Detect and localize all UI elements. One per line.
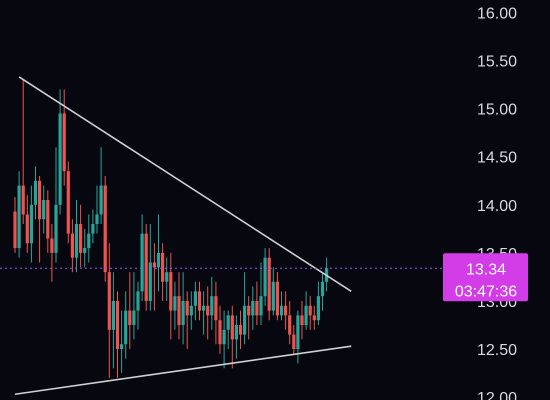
candle-countdown-label: 03:47:36	[455, 283, 517, 300]
candle-down	[152, 262, 156, 268]
candle-up	[99, 185, 103, 215]
candle-down	[177, 296, 181, 325]
price-tick-label: 14.00	[477, 198, 517, 215]
candle-up	[17, 185, 21, 249]
candle-up	[226, 315, 230, 330]
candle-up	[132, 310, 136, 325]
current-price-label: 13.34	[466, 261, 506, 278]
candle-up	[259, 296, 263, 316]
current-price-tag-background	[443, 253, 528, 302]
candle-up	[83, 248, 87, 253]
candle-up	[243, 305, 247, 335]
candle-down	[70, 233, 74, 258]
candle-up	[58, 113, 62, 205]
candle-down	[128, 310, 132, 325]
candle-down	[46, 200, 50, 239]
support-trendline[interactable]	[14, 345, 352, 396]
candle-up	[296, 315, 300, 350]
candles-layer	[13, 79, 329, 378]
price-axis: 16.0015.5015.0014.5014.0013.5013.0012.50…	[477, 6, 517, 400]
price-tick-label: 15.00	[477, 102, 517, 119]
trendline-layer	[14, 76, 352, 396]
candle-up	[234, 325, 238, 340]
candle-up	[210, 296, 214, 316]
candle-down	[308, 305, 312, 316]
candle-down	[300, 315, 304, 325]
candle-down	[288, 315, 292, 335]
candle-up	[136, 291, 140, 311]
candle-up	[33, 180, 38, 205]
candle-up	[193, 291, 197, 306]
candle-down	[25, 214, 29, 244]
candle-up	[29, 204, 33, 244]
candle-up	[202, 305, 206, 311]
candle-down	[275, 281, 279, 316]
candle-up	[87, 233, 91, 249]
candle-up	[165, 272, 169, 282]
current-price-tag: 13.34 03:47:36	[443, 253, 528, 302]
candle-up	[271, 281, 275, 311]
candle-down	[292, 334, 296, 350]
candle-down	[197, 291, 202, 311]
candle-up	[95, 214, 99, 225]
candle-up	[120, 344, 124, 350]
candle-up	[251, 300, 255, 316]
candle-down	[218, 320, 222, 345]
candle-up	[320, 281, 325, 297]
candle-down	[107, 272, 111, 330]
price-tick-label: 12.00	[477, 390, 517, 400]
candle-up	[173, 296, 177, 311]
candle-down	[79, 224, 83, 253]
candle-up	[316, 296, 320, 321]
candle-up	[181, 300, 185, 325]
candle-up	[124, 310, 128, 345]
candle-up	[91, 224, 95, 234]
candle-up	[263, 257, 267, 297]
candle-down	[238, 325, 243, 335]
candle-down	[66, 171, 70, 234]
candle-up	[54, 204, 58, 253]
candle-down	[103, 185, 107, 273]
candle-up	[74, 224, 79, 258]
candle-up	[189, 305, 193, 316]
candle-down	[50, 238, 54, 253]
candle-up	[140, 233, 144, 292]
price-tick-label: 16.00	[477, 6, 517, 23]
candle-down	[62, 113, 66, 172]
candle-down	[169, 272, 173, 311]
candle-down	[161, 252, 165, 282]
candle-down	[312, 315, 316, 321]
candle-down	[115, 300, 120, 350]
candle-down	[267, 257, 271, 311]
candle-down	[230, 315, 234, 340]
candle-up	[42, 200, 46, 220]
candle-up	[222, 329, 226, 345]
price-tick-label: 12.50	[477, 342, 517, 359]
price-tick-label: 14.50	[477, 150, 517, 167]
price-tick-label: 15.50	[477, 54, 517, 71]
candle-up	[156, 252, 161, 268]
candle-up	[279, 305, 284, 316]
candle-up	[111, 300, 115, 330]
candle-down	[38, 180, 42, 220]
candle-down	[255, 300, 259, 316]
candle-up	[148, 262, 152, 301]
candle-down	[144, 233, 148, 301]
candle-down	[206, 305, 210, 316]
candle-down	[214, 296, 218, 321]
resistance-trendline[interactable]	[18, 76, 352, 293]
candle-down	[185, 300, 189, 316]
candle-down	[13, 211, 17, 249]
candle-down	[247, 305, 251, 316]
candle-down	[284, 305, 288, 316]
candle-down	[21, 185, 25, 215]
candle-up	[304, 305, 308, 325]
